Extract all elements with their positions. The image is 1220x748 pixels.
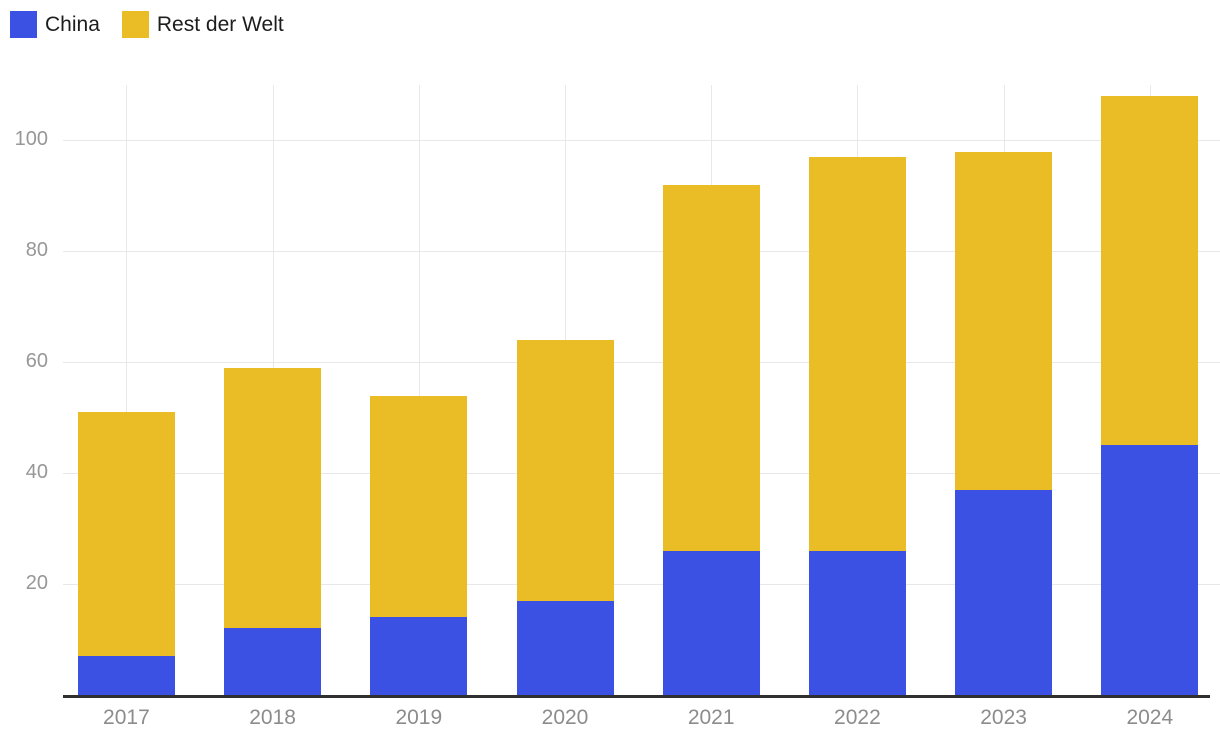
- bar-2023-china: [955, 489, 1053, 695]
- x-axis-label-2021: 2021: [687, 706, 735, 729]
- legend-swatch-rest-der-welt-icon: [121, 11, 149, 38]
- bar-2019-rest-der-welt: [370, 395, 468, 618]
- bar-2018-rest-der-welt: [224, 367, 322, 629]
- legend-swatch-china-icon: [10, 11, 37, 38]
- bar-2021-rest-der-welt: [662, 184, 760, 551]
- gridline-x-2019: [418, 85, 420, 695]
- bar-2020-china: [516, 600, 614, 695]
- bar-2019-china: [370, 617, 468, 695]
- bar-2021-china: [662, 550, 760, 695]
- x-axis-line: [63, 695, 1210, 698]
- chart-legend: China Rest der Welt: [10, 11, 284, 38]
- bar-2023-rest-der-welt: [955, 151, 1053, 490]
- bar-2018-china: [224, 628, 322, 695]
- y-axis-tick-label: 40: [25, 461, 48, 484]
- bar-2022-china: [808, 550, 906, 695]
- bar-2017-china: [77, 656, 175, 695]
- legend-label-rest-der-welt: Rest der Welt: [156, 13, 284, 36]
- bar-2020-rest-der-welt: [516, 340, 614, 601]
- gridline-y-40: [63, 473, 1220, 475]
- x-axis-label-2018: 2018: [249, 706, 296, 729]
- gridline-y-80: [63, 251, 1220, 253]
- bar-2024-china: [1101, 445, 1199, 695]
- y-axis-tick-label: 20: [25, 572, 48, 595]
- gridline-y-20: [63, 584, 1220, 586]
- gridline-y-60: [63, 362, 1220, 364]
- legend-item-china: China: [10, 11, 100, 38]
- x-axis-label-2024: 2024: [1126, 706, 1174, 729]
- x-axis-label-2022: 2022: [834, 706, 881, 729]
- x-axis-label-2020: 2020: [541, 706, 589, 729]
- bar-2024-rest-der-welt: [1101, 96, 1199, 446]
- x-axis-label-2019: 2019: [395, 706, 443, 729]
- y-axis-tick-label: 100: [14, 128, 48, 151]
- bar-2022-rest-der-welt: [808, 157, 906, 551]
- gridline-y-100: [63, 140, 1220, 142]
- y-axis-tick-label: 80: [25, 239, 48, 262]
- legend-label-china: China: [45, 13, 100, 36]
- legend-item-rest-der-welt: Rest der Welt: [121, 11, 284, 38]
- y-axis-tick-label: 60: [25, 350, 48, 373]
- x-axis-label-2017: 2017: [103, 706, 150, 729]
- bar-2017-rest-der-welt: [77, 412, 175, 657]
- x-axis-label-2023: 2023: [980, 706, 1027, 729]
- gridline-x-2017: [126, 85, 128, 695]
